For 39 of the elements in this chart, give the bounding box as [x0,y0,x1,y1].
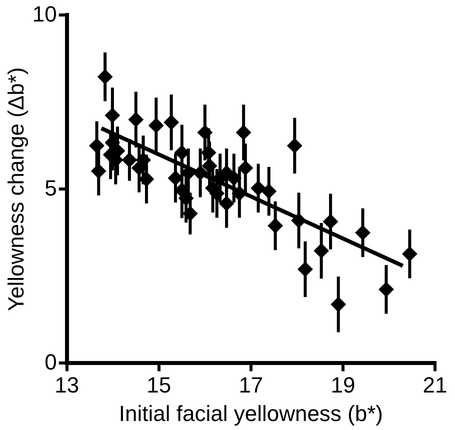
point [287,138,302,154]
y-tick-label: 10 [32,1,57,26]
point [226,170,242,186]
point [298,262,313,277]
point [104,108,120,123]
y-tick-label: 0 [44,349,57,374]
point [250,180,266,196]
point [122,152,137,168]
point [355,225,370,240]
y-axis-title: Yellowness change (Δb*) [3,67,28,312]
point [136,152,151,168]
point [238,160,253,176]
point [138,172,154,187]
point [202,158,218,174]
x-tick-label: 15 [146,372,172,398]
point [91,164,106,179]
point [402,246,418,262]
point [261,184,276,199]
point [164,114,179,130]
point [98,69,113,84]
point [323,214,338,230]
point [89,138,104,154]
point [201,145,216,160]
point [236,124,252,140]
point [219,196,234,211]
x-tick-label: 19 [330,372,356,398]
point [330,296,346,312]
point [128,112,144,128]
point [182,206,198,222]
x-axis-title: Initial facial yellowness (b*) [118,400,383,426]
point [268,218,283,234]
point [378,282,394,297]
point [148,118,164,134]
point [314,243,329,258]
x-tick-label: 21 [422,372,448,398]
x-tick-label: 17 [238,372,264,398]
y-tick-label: 5 [44,175,57,200]
point [197,124,212,140]
x-tick-label: 13 [54,372,80,398]
